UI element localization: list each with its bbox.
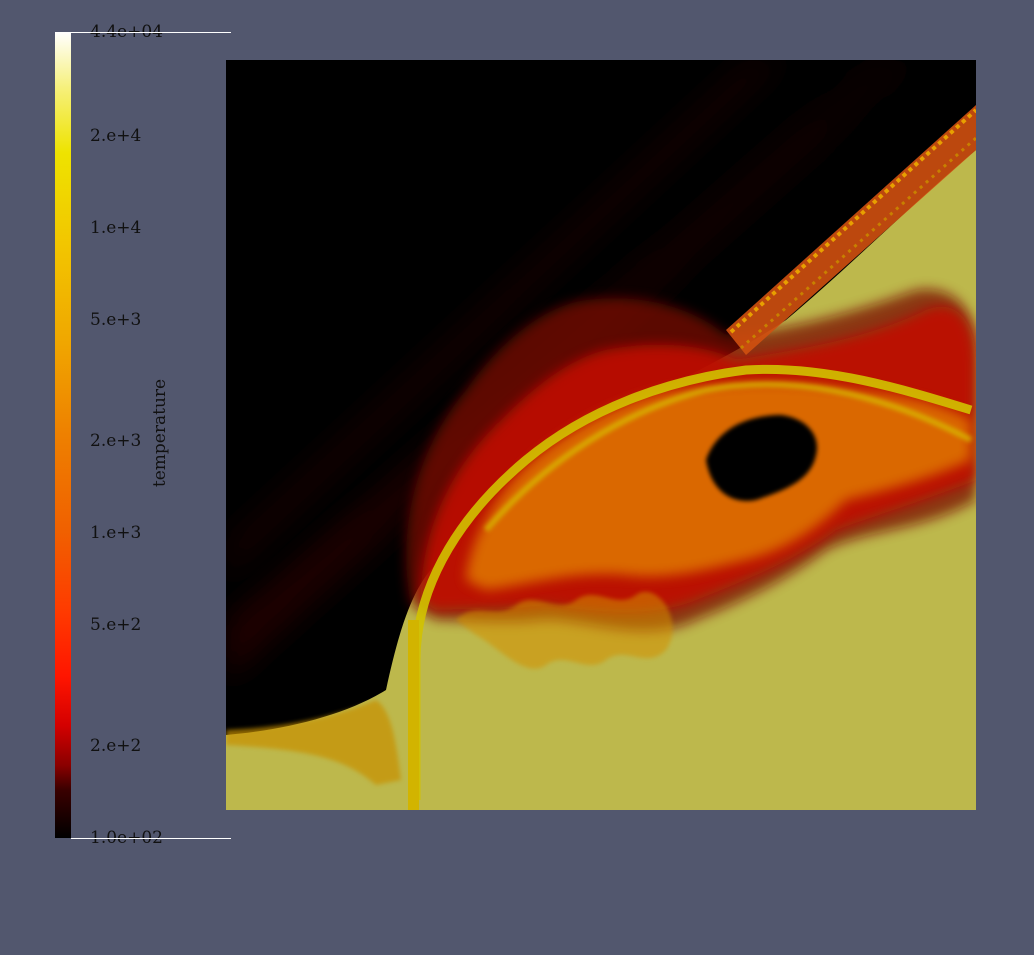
colorbar-tick-label: 1.e+4: [90, 218, 142, 238]
diagonal-glow-band: [226, 60, 786, 580]
colorbar-range-line: [71, 32, 231, 33]
diagonal-jet-ripple: [729, 108, 976, 334]
shock-front: [483, 381, 973, 532]
colorbar-tick-label: 1.e+3: [90, 523, 142, 543]
shock-front: [411, 364, 973, 800]
boundary-layer: [226, 700, 401, 785]
colorbar-title: temperature: [150, 378, 170, 488]
colorbar-tick-label: 5.e+3: [90, 310, 142, 330]
temperature-field: [226, 60, 976, 810]
vertical-jet: [408, 620, 419, 810]
colorbar-tick-label: 2.e+2: [90, 736, 142, 756]
colorbar-range-line: [71, 838, 231, 839]
cold-pocket: [706, 415, 817, 501]
colorbar-tick-label: 5.e+2: [90, 615, 142, 635]
colorbar-tick-label: 2.e+3: [90, 431, 142, 451]
diagonal-jet: [726, 105, 976, 355]
colorbar-gradient: [55, 32, 71, 838]
colorbar-tick-label: 2.e+4: [90, 126, 142, 146]
turbulent-filaments: [456, 591, 673, 669]
render-viewport[interactable]: [226, 60, 976, 810]
